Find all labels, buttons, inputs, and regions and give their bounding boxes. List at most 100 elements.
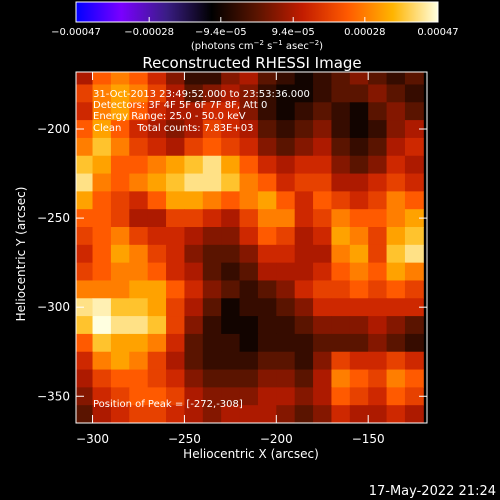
heatmap-cell	[147, 137, 167, 157]
heatmap-cell	[239, 72, 259, 85]
heatmap-cell	[276, 262, 296, 281]
heatmap-cell	[349, 72, 369, 85]
heatmap-cell	[294, 102, 314, 121]
heatmap-cell	[129, 262, 149, 281]
heatmap-cell	[202, 155, 222, 175]
heatmap-cell	[92, 173, 112, 192]
heatmap-cell	[76, 155, 94, 175]
heatmap-cell	[202, 262, 222, 281]
timestamp: 17-May-2022 21:24	[369, 484, 496, 499]
heatmap-cell	[221, 102, 241, 121]
heatmap-cell	[147, 298, 167, 317]
heatmap-cell	[257, 137, 277, 157]
heatmap-cell	[276, 405, 296, 423]
heatmap-cell	[221, 137, 241, 157]
heatmap-cell	[147, 369, 167, 388]
heatmap-cell	[368, 120, 388, 139]
heatmap-cell	[239, 191, 259, 210]
heatmap-cell	[294, 227, 314, 246]
heatmap-cell	[239, 173, 259, 192]
heatmap-cell	[349, 102, 369, 121]
heatmap-cell	[76, 298, 94, 317]
heatmap-cell	[404, 387, 424, 406]
heatmap-cell	[276, 387, 296, 406]
heatmap-cell	[166, 316, 185, 335]
x-tick-label: −250	[168, 432, 201, 446]
heatmap-cell	[349, 155, 369, 175]
heatmap-cell	[110, 173, 130, 192]
heatmap-cell	[404, 72, 424, 85]
heatmap-cell	[147, 173, 167, 192]
heatmap-cell	[92, 209, 112, 228]
heatmap-cell	[368, 137, 388, 157]
heatmap-cell	[276, 369, 296, 388]
heatmap-cell	[166, 262, 185, 281]
heatmap-cell	[76, 333, 94, 353]
heatmap-cell	[386, 209, 406, 228]
heatmap-cell	[110, 316, 130, 335]
heatmap-cell	[313, 351, 332, 371]
heatmap-cell	[221, 298, 241, 317]
heatmap-cell	[239, 209, 259, 228]
heatmap-cell	[184, 102, 204, 121]
heatmap-cell	[368, 333, 388, 353]
heatmap-cell	[386, 227, 406, 246]
heatmap-cell	[202, 387, 222, 406]
heatmap-cell	[386, 405, 406, 423]
info-line-time: 31-Oct-2013 23:49:52.000 to 23:53:36.000	[93, 89, 310, 100]
heatmap-cell	[92, 72, 112, 85]
heatmap-cell	[147, 191, 167, 210]
heatmap-cell	[294, 84, 314, 103]
heatmap-cell	[110, 102, 130, 121]
heatmap-cell	[294, 262, 314, 281]
heatmap-cell	[294, 333, 314, 353]
heatmap-cell	[331, 333, 351, 353]
heatmap-cell	[404, 369, 424, 388]
heatmap-cell	[221, 405, 241, 423]
heatmap-cell	[276, 298, 296, 317]
heatmap-cell	[386, 173, 406, 192]
heatmap-cell	[257, 369, 277, 388]
heatmap-cell	[331, 316, 351, 335]
heatmap-cell	[92, 405, 112, 423]
colorbar-tick-label: −9.4e−05	[195, 27, 247, 38]
heatmap-cell	[368, 244, 388, 264]
heatmap-cell	[257, 405, 277, 423]
heatmap-cell	[184, 316, 204, 335]
heatmap-cell	[386, 191, 406, 210]
heatmap-cell	[129, 155, 149, 175]
plot-frame	[75, 71, 428, 424]
heatmap-cell	[239, 155, 259, 175]
heatmap-cell	[129, 387, 149, 406]
heatmap-cell	[110, 191, 130, 210]
heatmap-cell	[129, 120, 149, 139]
heatmap-cell	[313, 102, 332, 121]
x-tick-label: −300	[76, 432, 109, 446]
heatmap-cell	[313, 227, 332, 246]
heatmap-cell	[331, 209, 351, 228]
heatmap-cell	[184, 155, 204, 175]
heatmap-cell	[76, 280, 94, 299]
heatmap-cell	[404, 209, 424, 228]
heatmap-cell	[349, 351, 369, 371]
heatmap-cell	[276, 351, 296, 371]
heatmap-cell	[404, 405, 424, 423]
x-tick-label: −200	[260, 432, 293, 446]
heatmap-cell	[92, 280, 112, 299]
info-line-energy: Energy Range: 25.0 - 50.0 keV	[93, 111, 246, 122]
heatmap-cell	[313, 333, 332, 353]
heatmap-cell	[294, 173, 314, 192]
heatmap-cell	[313, 280, 332, 299]
heatmap-cell	[110, 72, 130, 85]
heatmap-cell	[166, 84, 185, 103]
heatmap-cell	[110, 298, 130, 317]
heatmap-cell	[129, 333, 149, 353]
heatmap-cell	[239, 102, 259, 121]
heatmap-cell	[294, 351, 314, 371]
heatmap-cell	[76, 173, 94, 192]
heatmap-cell	[221, 191, 241, 210]
heatmap-cell	[110, 244, 130, 264]
heatmap-cell	[202, 84, 222, 103]
heatmap-cell	[202, 351, 222, 371]
heatmap-cell	[349, 191, 369, 210]
